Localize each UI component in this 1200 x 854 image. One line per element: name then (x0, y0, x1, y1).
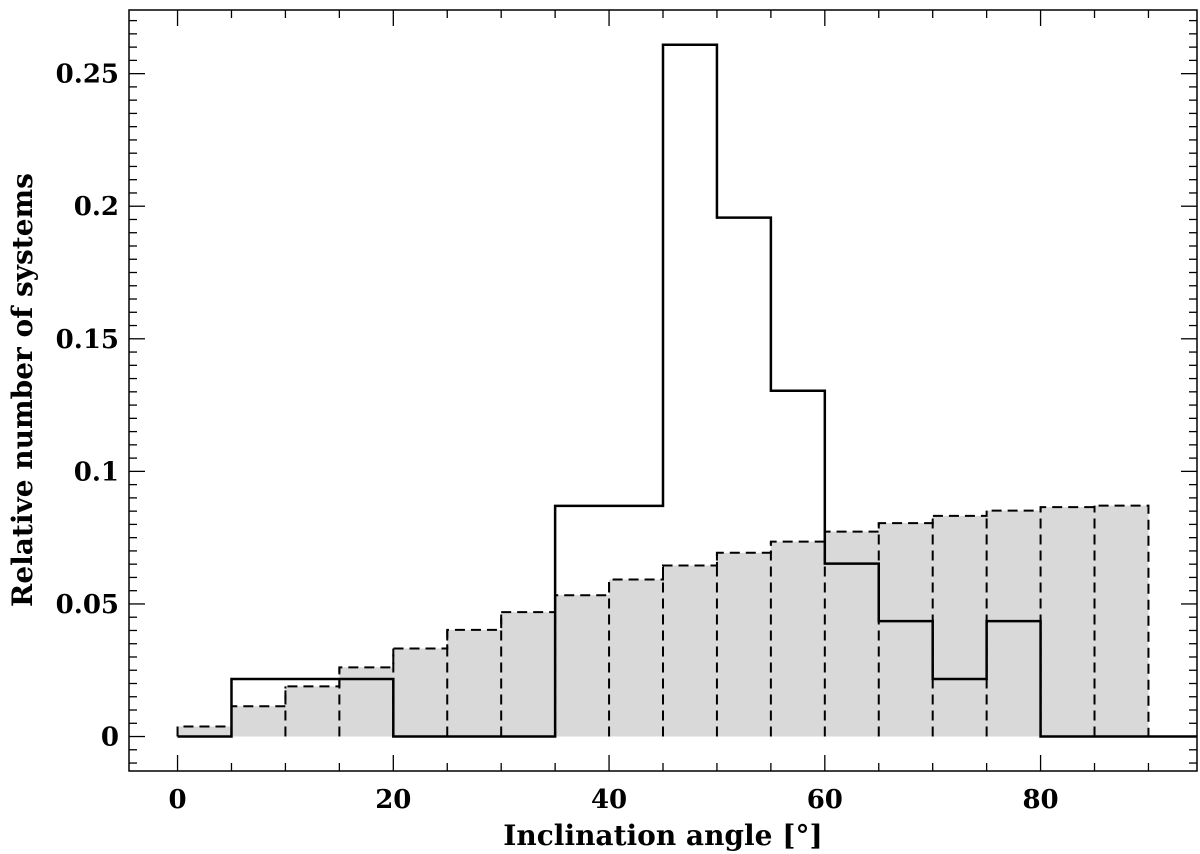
dashed-bar (1094, 505, 1149, 737)
x-tick-label: 0 (168, 785, 186, 815)
y-tick-label: 0.05 (56, 590, 119, 620)
dashed-bar (770, 541, 825, 737)
solid-series-layer (177, 43, 1197, 738)
dashed-bar (932, 515, 987, 737)
dashed-bar (609, 579, 663, 737)
dashed-bar (878, 523, 933, 737)
x-tick-label: 60 (807, 785, 843, 815)
dashed-bar (716, 552, 771, 737)
dashed-bar (231, 706, 286, 737)
solid-series-outline (177, 43, 1197, 738)
x-tick-labels: 0 20 40 60 80 (168, 785, 1058, 815)
dashed-series-fill-layer (177, 505, 1149, 737)
dashed-bar (393, 648, 448, 737)
y-axis-title: Relative number of systems (6, 173, 39, 607)
y-tick-label: 0.2 (74, 192, 119, 222)
x-axis-title: Inclination angle [°] (503, 819, 822, 852)
dashed-bar (824, 531, 879, 737)
dashed-series-layer (176, 504, 1150, 737)
dashed-bar (447, 629, 502, 737)
dashed-bar (285, 686, 340, 737)
dashed-bar (1040, 507, 1095, 737)
dashed-bar (555, 595, 610, 737)
y-tick-label: 0.1 (74, 457, 119, 487)
x-tick-label: 20 (375, 785, 411, 815)
x-tick-label: 80 (1022, 785, 1058, 815)
dashed-bar (501, 612, 556, 737)
axis-ticks (129, 10, 1197, 771)
dashed-bar (339, 667, 394, 737)
dashed-bar (663, 565, 717, 737)
y-tick-label: 0.15 (56, 325, 119, 355)
dashed-bar (986, 510, 1041, 737)
y-tick-label: 0 (101, 723, 119, 753)
y-tick-label: 0.25 (56, 60, 119, 90)
y-tick-labels: 0 0.05 0.1 0.15 0.2 0.25 (56, 60, 119, 753)
dashed-bar (177, 726, 232, 737)
x-tick-label: 40 (591, 785, 627, 815)
